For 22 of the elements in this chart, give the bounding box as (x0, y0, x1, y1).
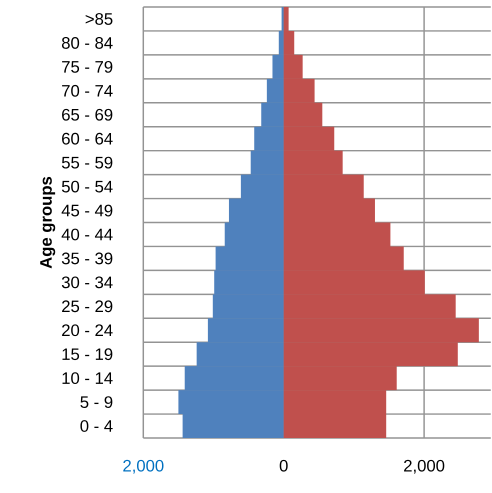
y-tick-label: 15 - 19 (62, 348, 112, 360)
y-tick-label: 35 - 39 (62, 252, 112, 264)
x-tick-label: 2,000 (123, 460, 164, 474)
x-tick-label: 2,000 (404, 460, 444, 474)
y-tick-label: 0 - 4 (80, 420, 113, 432)
y-tick-label: 75 - 79 (62, 60, 112, 73)
y-tick-label: 70 - 74 (62, 84, 113, 97)
y-tick-label: 5 - 9 (80, 396, 112, 408)
y-tick-label: 55 - 59 (62, 156, 112, 169)
y-tick-label: 65 - 69 (62, 108, 112, 121)
y-tick-label: 50 - 54 (62, 180, 113, 192)
y-tick-label: 20 - 24 (62, 324, 113, 336)
y-tick-label: 40 - 44 (62, 228, 113, 240)
y-tick-label: 80 - 84 (62, 37, 113, 49)
y-tick-label: 60 - 64 (62, 132, 113, 145)
y-axis-title: Age groups (40, 176, 56, 268)
x-tick-label: 0 (280, 460, 288, 472)
y-tick-label: 30 - 34 (62, 276, 113, 288)
y-tick-label: 25 - 29 (62, 300, 112, 312)
y-tick-label: >85 (86, 13, 112, 25)
y-tick-label: 45 - 49 (62, 204, 112, 216)
y-tick-label: 10 - 14 (62, 372, 113, 384)
